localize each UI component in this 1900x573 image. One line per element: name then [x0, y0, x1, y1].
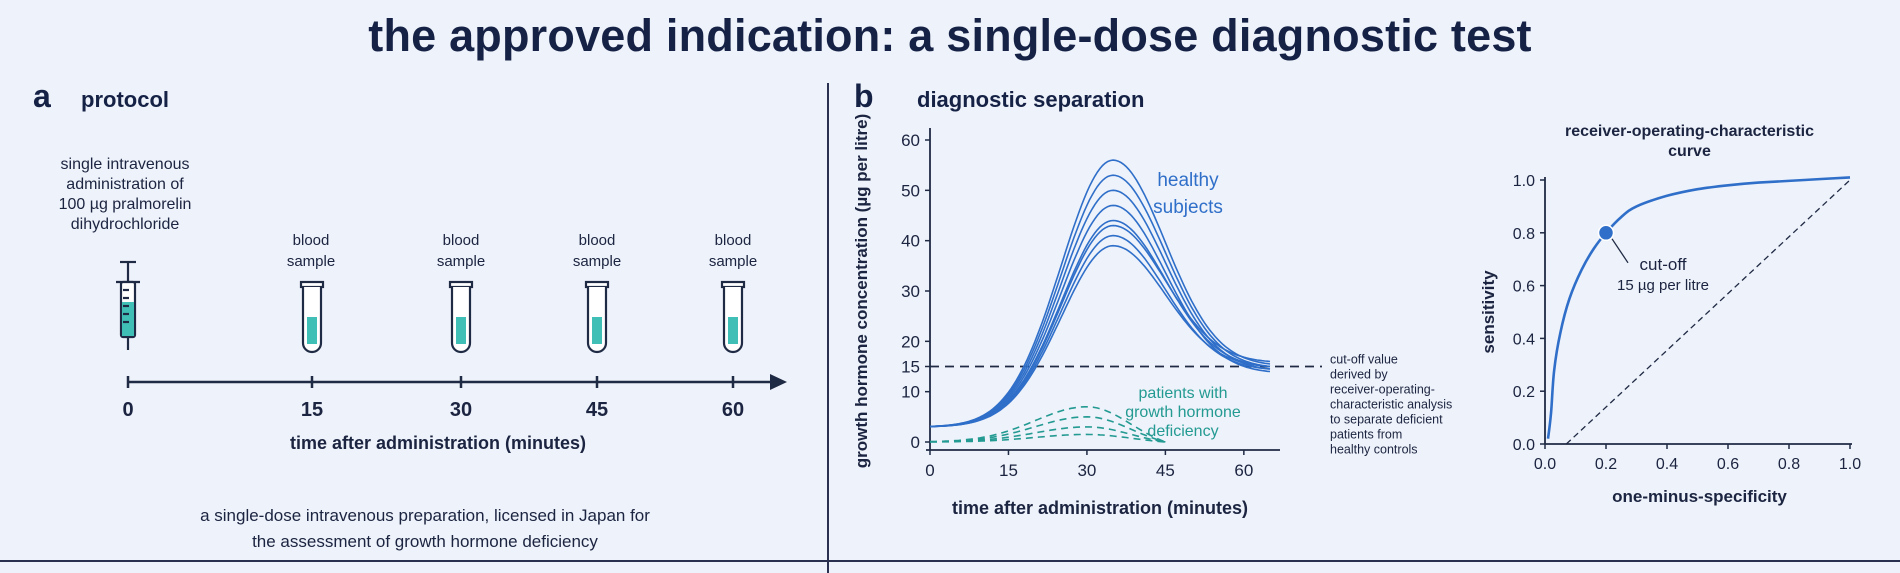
blood-sample-label-45: blood sample	[572, 232, 622, 270]
roc-y-axis-label: sensitivity	[1479, 270, 1498, 354]
cutoff-annotation: receiver-operating-	[1330, 383, 1435, 397]
roc-curve	[1546, 176, 1851, 439]
timepoint-15: 15	[301, 399, 323, 421]
roc-y-tick-label: 0.4	[1513, 331, 1535, 348]
roc-y-tick-label: 0.0	[1513, 437, 1535, 454]
y-tick-label: 15	[901, 358, 920, 377]
cutoff-annotation: healthy controls	[1330, 443, 1418, 457]
x-axis-label: time after administration (minutes)	[952, 498, 1248, 518]
x-tick-label: 45	[1156, 461, 1175, 480]
cutoff-point	[1597, 224, 1615, 242]
roc-y-tick-label: 0.6	[1513, 279, 1535, 296]
x-tick-label: 60	[1234, 461, 1253, 480]
panel-b-title: diagnostic separation	[917, 87, 1145, 112]
timepoint-45: 45	[586, 399, 608, 421]
roc-chart: receiver-operating-characteristic curve 0.…	[1479, 123, 1861, 506]
roc-x-axis-label: one-minus-specificity	[1612, 487, 1787, 506]
deficient-curve-4	[930, 433, 1166, 443]
cutoff-annotation: cut-off value	[1330, 353, 1398, 367]
panel-a-letter: a	[33, 78, 51, 114]
page-title: the approved indication: a single-dose d…	[368, 10, 1532, 61]
cutoff-point-label: cut-off	[1640, 255, 1687, 274]
timepoint-60: 60	[722, 399, 744, 421]
cutoff-annotation: to separate deficient	[1330, 413, 1443, 427]
roc-x-tick-label: 0.0	[1534, 456, 1556, 473]
cutoff-annotation: patients from	[1330, 428, 1402, 442]
roc-y-tick-label: 1.0	[1513, 173, 1535, 190]
y-tick-label: 60	[901, 131, 920, 150]
healthy-subjects-label: healthy	[1157, 170, 1219, 191]
blood-tube-icon-60	[720, 280, 746, 354]
bottom-rule	[0, 560, 1900, 562]
panel-divider	[827, 83, 829, 573]
x-tick-label: 30	[1077, 461, 1096, 480]
administration-label: single intravenous administration of 100…	[58, 156, 192, 233]
roc-title: receiver-operating-characteristic	[1565, 123, 1814, 140]
deficient-patients-label: patients with	[1139, 385, 1228, 402]
cutoff-point-label: 15 µg per litre	[1617, 277, 1709, 294]
y-tick-label: 50	[901, 181, 920, 200]
timepoint-0: 0	[122, 399, 133, 421]
growth-hormone-chart: 0 10 15 20 30 40 50 60 0 15 30 45 60 time after admin…	[852, 114, 1452, 518]
blood-tube-icon-45	[584, 280, 610, 354]
blood-sample-label-60: blood sample	[708, 232, 758, 270]
deficient-patients-label: deficiency	[1147, 423, 1218, 440]
blood-sample-label-30: blood sample	[436, 232, 486, 270]
x-tick-label: 15	[999, 461, 1018, 480]
x-tick-label: 0	[925, 461, 934, 480]
healthy-curve-8	[929, 244, 1271, 428]
blood-tube-icon-15	[299, 280, 325, 354]
healthy-subjects-label: subjects	[1153, 197, 1223, 218]
timeline-arrow-icon	[770, 374, 787, 390]
cutoff-leader-line	[1611, 238, 1629, 264]
protocol-diagram: 0 15 30 45 60 time after administration …	[116, 260, 787, 453]
roc-x-tick-label: 0.4	[1656, 456, 1678, 473]
roc-x-tick-label: 0.6	[1717, 456, 1739, 473]
panel-b-letter: b	[854, 78, 874, 114]
roc-x-tick-label: 0.8	[1778, 456, 1800, 473]
roc-x-tick-label: 1.0	[1839, 456, 1861, 473]
y-tick-label: 40	[901, 232, 920, 251]
y-tick-label: 0	[911, 433, 920, 452]
cutoff-annotation: derived by	[1330, 368, 1388, 382]
syringe-icon	[116, 260, 140, 350]
roc-y-tick-label: 0.2	[1513, 384, 1535, 401]
blood-sample-label-15: blood sample	[286, 232, 336, 270]
panel-a-caption: a single-dose intravenous preparation, l…	[200, 506, 650, 551]
y-tick-label: 20	[901, 332, 920, 351]
y-tick-label: 10	[901, 383, 920, 402]
y-axis-label: growth hormone concentration (µg per lit…	[852, 114, 871, 469]
cutoff-annotation: characteristic analysis	[1330, 398, 1452, 412]
blood-tube-icon-30	[448, 280, 474, 354]
panel-a-title: protocol	[81, 87, 169, 112]
y-tick-label: 30	[901, 282, 920, 301]
roc-title: curve	[1668, 143, 1711, 160]
timepoint-30: 30	[450, 399, 472, 421]
roc-y-tick-label: 0.8	[1513, 226, 1535, 243]
deficient-patients-label: growth hormone	[1125, 404, 1241, 421]
roc-x-tick-label: 0.2	[1595, 456, 1617, 473]
chance-line	[1565, 179, 1851, 445]
timeline-axis-label: time after administration (minutes)	[290, 433, 586, 453]
